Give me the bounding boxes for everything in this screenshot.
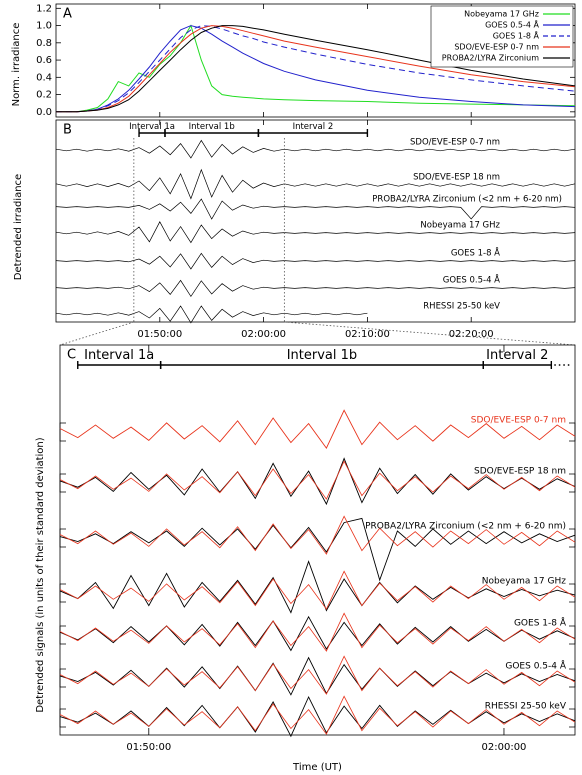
series-line bbox=[55, 139, 576, 159]
row-bracket bbox=[569, 625, 576, 645]
row-bracket bbox=[59, 625, 66, 645]
legend-box bbox=[430, 5, 574, 68]
series-line bbox=[59, 517, 576, 582]
row-bracket bbox=[59, 528, 66, 548]
row-bracket bbox=[59, 668, 66, 688]
x-axis-label: Time (UT) bbox=[292, 762, 342, 773]
series-line bbox=[55, 279, 576, 298]
trace-label: GOES 1-8 Å bbox=[451, 247, 500, 259]
legend-label: GOES 1-8 Å bbox=[493, 30, 540, 41]
x-tick-label: 02:20:00 bbox=[449, 329, 494, 340]
x-tick-label: 02:00:00 bbox=[482, 742, 527, 753]
trace-label: GOES 1-8 Å bbox=[514, 617, 567, 629]
reference-line bbox=[59, 515, 576, 555]
row-bracket bbox=[59, 583, 66, 603]
series-line bbox=[59, 409, 576, 449]
panel-label: B bbox=[63, 123, 72, 138]
zoom-connector bbox=[284, 321, 576, 346]
row-bracket bbox=[569, 528, 576, 548]
trace-label: GOES 0.5-4 Å bbox=[505, 660, 566, 672]
row-bracket bbox=[569, 708, 576, 728]
row-bracket bbox=[569, 473, 576, 493]
trace-label: SDO/EVE-ESP 18 nm bbox=[474, 467, 566, 477]
trace-label: Nobeyama 17 GHz bbox=[482, 577, 567, 587]
legend-label: PROBA2/LYRA Zirconium bbox=[442, 54, 539, 63]
y-axis-label: Detrended signals (in units of their sta… bbox=[35, 437, 46, 712]
y-tick-label: 1.2 bbox=[36, 3, 52, 14]
y-tick-label: 1.0 bbox=[36, 21, 52, 32]
zoom-connector bbox=[59, 321, 134, 346]
row-bracket bbox=[59, 708, 66, 728]
row-bracket bbox=[59, 422, 66, 442]
series-line bbox=[59, 615, 576, 652]
series-line bbox=[56, 25, 576, 113]
trace-label: SDO/EVE-ESP 0-7 nm bbox=[471, 416, 566, 426]
y-tick-label: 0.0 bbox=[36, 107, 52, 118]
series-line bbox=[59, 656, 576, 696]
series-line bbox=[55, 252, 576, 270]
y-tick-label: 0.6 bbox=[36, 55, 52, 66]
trace-label: Nobeyama 17 GHz bbox=[420, 221, 500, 231]
series-line bbox=[56, 24, 576, 113]
row-bracket bbox=[59, 473, 66, 493]
trace-label: RHESSI 25-50 keV bbox=[485, 702, 567, 712]
x-tick-label: 01:50:00 bbox=[126, 742, 171, 753]
interval-label: Interval 1a bbox=[84, 348, 154, 363]
trace-label: SDO/EVE-ESP 0-7 nm bbox=[410, 138, 500, 148]
series-line bbox=[59, 560, 576, 614]
plot-frame bbox=[55, 119, 576, 323]
series-line bbox=[55, 305, 368, 324]
interval-label: Interval 1b bbox=[189, 122, 235, 132]
trace-label: PROBA2/LYRA Zirconium (<2 nm + 6-20 nm) bbox=[372, 195, 562, 205]
y-tick-label: 0.8 bbox=[36, 38, 52, 49]
plot-frame bbox=[55, 3, 576, 118]
series-line bbox=[55, 198, 576, 220]
x-tick-label: 01:50:00 bbox=[137, 329, 182, 340]
reference-line bbox=[59, 655, 576, 695]
row-bracket bbox=[569, 422, 576, 442]
x-tick-label: 02:00:00 bbox=[241, 329, 286, 340]
series-line bbox=[55, 221, 576, 244]
reference-line bbox=[59, 570, 576, 610]
row-bracket bbox=[569, 583, 576, 603]
series-line bbox=[56, 25, 576, 113]
y-tick-label: 0.4 bbox=[36, 72, 52, 83]
panel-label: A bbox=[63, 7, 72, 22]
trace-label: SDO/EVE-ESP 18 nm bbox=[413, 173, 500, 183]
x-tick-label: 02:10:00 bbox=[345, 329, 390, 340]
interval-label: Interval 2 bbox=[293, 122, 334, 132]
interval-label: Interval 1a bbox=[129, 122, 175, 132]
series-line bbox=[56, 25, 576, 113]
interval-label: Interval 1b bbox=[287, 348, 357, 363]
row-bracket bbox=[569, 668, 576, 688]
reference-line bbox=[59, 460, 576, 500]
trace-label: PROBA2/LYRA Zirconium (<2 nm + 6-20 nm) bbox=[365, 522, 566, 532]
reference-line bbox=[59, 612, 576, 652]
legend-label: SDO/EVE-ESP 0-7 nm bbox=[454, 43, 539, 52]
legend-label: Nobeyama 17 GHz bbox=[464, 10, 539, 19]
y-axis-label: Norm. irradiance bbox=[11, 23, 22, 107]
panel-label: C bbox=[67, 348, 76, 363]
series-line bbox=[59, 457, 576, 506]
series-line bbox=[55, 168, 576, 200]
trace-label: GOES 0.5-4 Å bbox=[443, 274, 500, 286]
reference-line bbox=[59, 695, 576, 735]
legend-label: GOES 0.5-4 Å bbox=[485, 19, 539, 30]
trace-label: RHESSI 25-50 keV bbox=[423, 302, 500, 312]
y-axis-label: Detrended irradiance bbox=[13, 174, 24, 280]
y-tick-label: 0.2 bbox=[36, 90, 52, 101]
interval-label: Interval 2 bbox=[486, 348, 548, 363]
